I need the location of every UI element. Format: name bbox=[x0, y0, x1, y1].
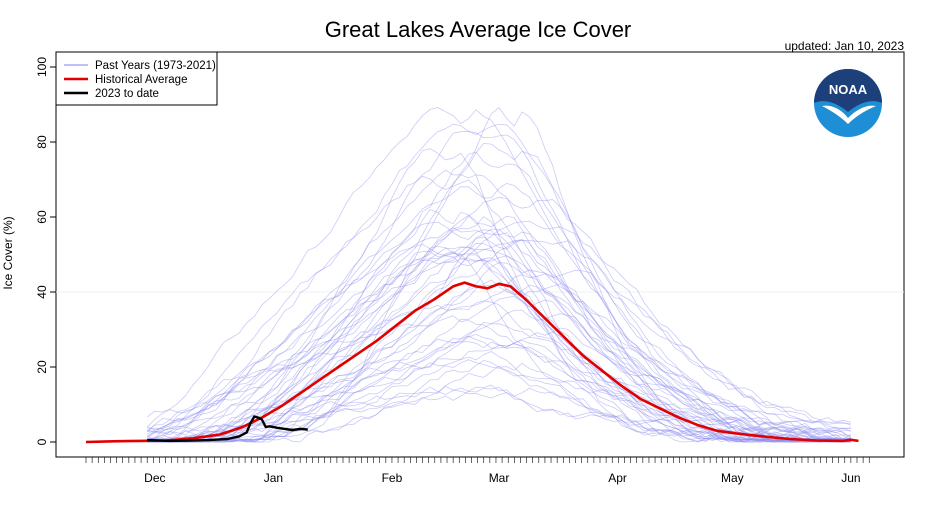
y-axis-label: Ice Cover (%) bbox=[1, 216, 15, 289]
y-tick-label: 20 bbox=[35, 360, 49, 374]
past-year-line bbox=[147, 123, 852, 443]
past-year-line bbox=[147, 240, 851, 443]
past-year-line bbox=[147, 182, 852, 439]
y-tick-label: 0 bbox=[35, 438, 49, 445]
x-tick-label: Feb bbox=[382, 471, 403, 485]
past-year-line bbox=[147, 143, 851, 443]
legend-label-historical-average: Historical Average bbox=[95, 74, 187, 86]
past-years-series bbox=[146, 107, 852, 443]
x-tick-label: Jun bbox=[841, 471, 860, 485]
past-year-line bbox=[147, 351, 851, 443]
past-year-line bbox=[147, 148, 851, 442]
x-tick-label: Jan bbox=[264, 471, 283, 485]
past-year-line bbox=[147, 309, 852, 443]
past-year-line bbox=[147, 227, 852, 436]
y-axis: 0 20 40 60 80 100 bbox=[35, 57, 904, 445]
past-year-line bbox=[146, 221, 851, 441]
x-tick-label: Mar bbox=[489, 471, 510, 485]
updated-date: updated: Jan 10, 2023 bbox=[785, 39, 905, 53]
past-year-line bbox=[147, 251, 851, 443]
y-tick-label: 60 bbox=[35, 210, 49, 224]
past-year-line bbox=[147, 209, 851, 443]
noaa-logo-sky bbox=[814, 69, 882, 112]
noaa-logo: NOAA bbox=[814, 69, 882, 137]
past-year-line bbox=[147, 239, 851, 437]
past-year-line bbox=[147, 338, 851, 443]
current-year-line bbox=[147, 415, 308, 443]
past-year-line bbox=[147, 151, 851, 443]
main-series bbox=[85, 281, 859, 444]
past-year-line bbox=[147, 214, 851, 443]
past-year-line bbox=[147, 262, 851, 442]
past-year-line bbox=[146, 107, 851, 432]
past-year-line bbox=[147, 236, 851, 443]
y-tick-label: 100 bbox=[35, 57, 49, 77]
past-year-line bbox=[147, 251, 851, 443]
past-year-line bbox=[147, 258, 851, 443]
past-year-line bbox=[147, 243, 851, 443]
noaa-logo-bird bbox=[822, 105, 876, 124]
x-tick-label: May bbox=[721, 471, 744, 485]
past-year-line bbox=[147, 196, 852, 440]
past-year-line bbox=[147, 296, 851, 443]
x-tick-label: Dec bbox=[144, 471, 165, 485]
y-tick-label: 80 bbox=[35, 135, 49, 149]
past-year-line bbox=[147, 386, 851, 443]
legend-label-past-years: Past Years (1973-2021) bbox=[95, 60, 216, 72]
historical-average-line bbox=[85, 281, 859, 444]
past-year-line bbox=[147, 255, 851, 443]
chart-title: Great Lakes Average Ice Cover bbox=[325, 17, 632, 42]
past-year-line bbox=[147, 279, 851, 442]
past-year-line bbox=[147, 385, 851, 443]
noaa-logo-text: NOAA bbox=[829, 82, 868, 97]
legend: Past Years (1973-2021) Historical Averag… bbox=[55, 51, 218, 106]
past-year-line bbox=[147, 344, 851, 443]
past-year-line bbox=[146, 315, 851, 442]
past-year-line bbox=[147, 220, 851, 443]
past-year-line bbox=[147, 335, 851, 443]
past-year-line bbox=[147, 107, 851, 443]
past-year-line bbox=[147, 242, 851, 443]
past-year-line bbox=[146, 175, 851, 442]
past-year-line bbox=[147, 216, 851, 443]
past-year-line bbox=[147, 246, 851, 443]
past-year-line bbox=[147, 269, 851, 443]
legend-label-2023: 2023 to date bbox=[95, 88, 159, 100]
past-year-line bbox=[146, 169, 851, 441]
past-year-line bbox=[147, 359, 851, 443]
x-tick-label: Apr bbox=[608, 471, 627, 485]
past-year-line bbox=[147, 130, 851, 442]
past-year-line bbox=[147, 365, 851, 443]
x-axis: Dec Jan Feb Mar Apr May Jun bbox=[85, 456, 870, 485]
past-year-line bbox=[147, 228, 851, 443]
y-tick-label: 40 bbox=[35, 285, 49, 299]
